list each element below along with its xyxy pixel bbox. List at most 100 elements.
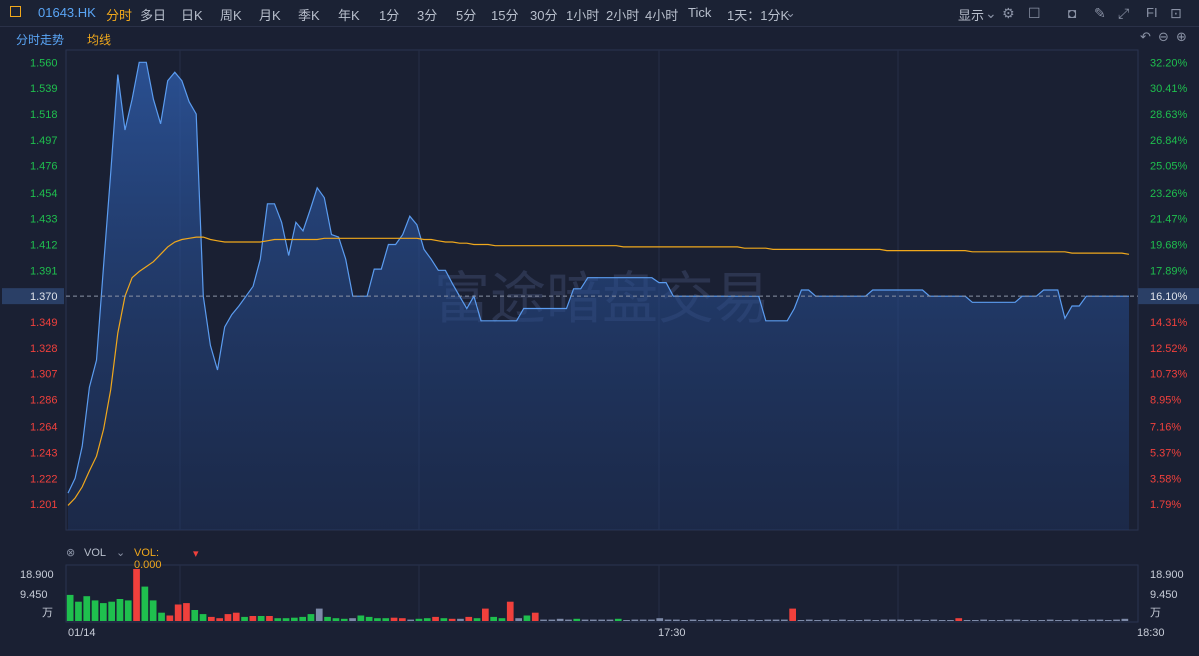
tab-8[interactable]: 3分 [417, 8, 438, 23]
volume-bar [232, 612, 240, 621]
tab-10[interactable]: 15分 [491, 8, 519, 23]
tab-7[interactable]: 1分 [379, 8, 400, 23]
volume-bar [1071, 619, 1079, 621]
undo-icon[interactable]: ↶ [1140, 29, 1151, 44]
volume-bar [930, 619, 938, 621]
volume-bar [531, 612, 539, 621]
volume-bar [307, 614, 315, 621]
zoom-in-icon[interactable]: ⊕ [1176, 29, 1187, 44]
tab-9[interactable]: 5分 [456, 8, 477, 23]
panel-icon[interactable] [10, 6, 21, 17]
y-tick-label: 1.560 [30, 57, 58, 69]
volume-bar [199, 614, 207, 621]
chevron-down-icon[interactable]: ⌄ [116, 547, 126, 559]
y-tick-pct-label: 7.16% [1150, 422, 1181, 434]
x-tick-label: 18:30 [1137, 627, 1165, 639]
volume-bar [291, 617, 298, 621]
x-tick-label: 01/14 [68, 627, 96, 639]
tab-14[interactable]: 4小时 [645, 8, 679, 23]
tab-5[interactable]: 季K [298, 8, 320, 23]
volume-bar [714, 619, 722, 621]
camera-icon[interactable]: ◘ [1068, 5, 1077, 21]
y-tick-label: 1.370 [30, 291, 58, 303]
tab-4[interactable]: 月K [259, 8, 281, 23]
top-toolbar: 01643.HK 分时 多日 日K 周K 月K 季K 年K 1分 3分 5分 15分 30分 1小时 2小… [0, 0, 1199, 27]
trend-label: 分时走势 [16, 33, 65, 47]
tab-15[interactable]: Tick [688, 5, 712, 20]
volume-bar [457, 618, 464, 621]
close-panel-icon[interactable]: ⊡ [1170, 5, 1182, 21]
gear-icon[interactable]: ⚙ [1002, 5, 1015, 21]
volume-bar [889, 619, 896, 621]
zoom-out-icon[interactable]: ⊖ [1158, 29, 1169, 44]
y-tick-label: 1.412 [30, 239, 58, 251]
y-tick-label: 1.222 [30, 473, 58, 485]
volume-bar [282, 618, 290, 621]
tab-13[interactable]: 2小时 [606, 8, 640, 23]
vol-label[interactable]: VOL [84, 547, 107, 559]
close-icon[interactable]: ⊗ [66, 547, 76, 559]
volume-bar [149, 600, 157, 621]
chevron-down-icon[interactable]: ⌄ [785, 5, 796, 20]
tab-11[interactable]: 30分 [530, 8, 558, 23]
pencil-icon[interactable]: ✎ [1094, 5, 1106, 21]
volume-bar [432, 616, 439, 621]
volume-bar [515, 618, 522, 621]
tab-2[interactable]: 日K [181, 8, 203, 23]
y-tick-label: 1.391 [30, 265, 58, 277]
price-series-line [67, 61, 1129, 494]
volume-bar [739, 620, 747, 621]
vol-frame [65, 564, 1139, 623]
volume-bar [938, 620, 946, 621]
caret-down-icon: ▾ [193, 548, 199, 560]
volume-bar [83, 596, 91, 621]
volume-bar [681, 620, 688, 621]
y-tick-pct-label: 1.79% [1150, 499, 1181, 511]
y-tick-label: 1.349 [30, 317, 58, 329]
volume-bar [66, 594, 74, 621]
volume-bar [656, 618, 664, 621]
volume-bar [257, 616, 265, 621]
volume-bar [847, 620, 855, 621]
volume-bar [922, 620, 929, 621]
volume-bar [764, 619, 772, 621]
fi-button[interactable]: FI [1146, 5, 1158, 20]
volume-bar [1038, 620, 1046, 621]
volume-bar [399, 618, 406, 621]
volume-bar [664, 619, 672, 621]
volume-bar [996, 620, 1004, 621]
volume-bar [988, 620, 996, 621]
tab-0[interactable]: 分时 [106, 8, 133, 23]
stock-symbol[interactable]: 01643.HK [38, 5, 96, 20]
display-menu[interactable]: 显示 [958, 8, 985, 23]
expand-icon[interactable]: ⤢ [1118, 5, 1130, 21]
volume-bar [523, 615, 531, 621]
volume-bar [266, 616, 273, 621]
volume-bar [955, 618, 963, 621]
y-tick-pct-label: 10.73% [1150, 369, 1188, 381]
y-tick-label: 1.307 [30, 369, 58, 381]
volume-bar [208, 616, 215, 621]
tab-12[interactable]: 1小时 [566, 8, 600, 23]
y-tick-label: 1.243 [30, 447, 58, 459]
y-tick-pct-label: 32.20% [1150, 57, 1188, 69]
volume-bar [1096, 619, 1104, 621]
tab-3[interactable]: 周K [220, 8, 242, 23]
vol-tick-label: 9.450 [20, 589, 48, 601]
prev-close-pct-bg [1138, 288, 1199, 305]
volume-bar [482, 608, 489, 621]
chevron-down-icon[interactable]: ⌄ [985, 5, 997, 21]
volume-bar [506, 601, 514, 621]
volume-bar [498, 618, 506, 621]
tab-1[interactable]: 多日 [140, 8, 167, 23]
volume-bar [556, 618, 564, 621]
tab-6[interactable]: 年K [338, 8, 360, 23]
volume-bar [299, 616, 306, 621]
volume-bar [614, 618, 622, 621]
y-tick-label: 1.264 [30, 422, 58, 434]
checkbox-icon[interactable]: ☐ [1028, 5, 1041, 21]
y-tick-pct-label: 26.84% [1150, 135, 1188, 147]
volume-bar [722, 620, 730, 621]
period-selector[interactable]: 1天：1分K [727, 8, 790, 23]
